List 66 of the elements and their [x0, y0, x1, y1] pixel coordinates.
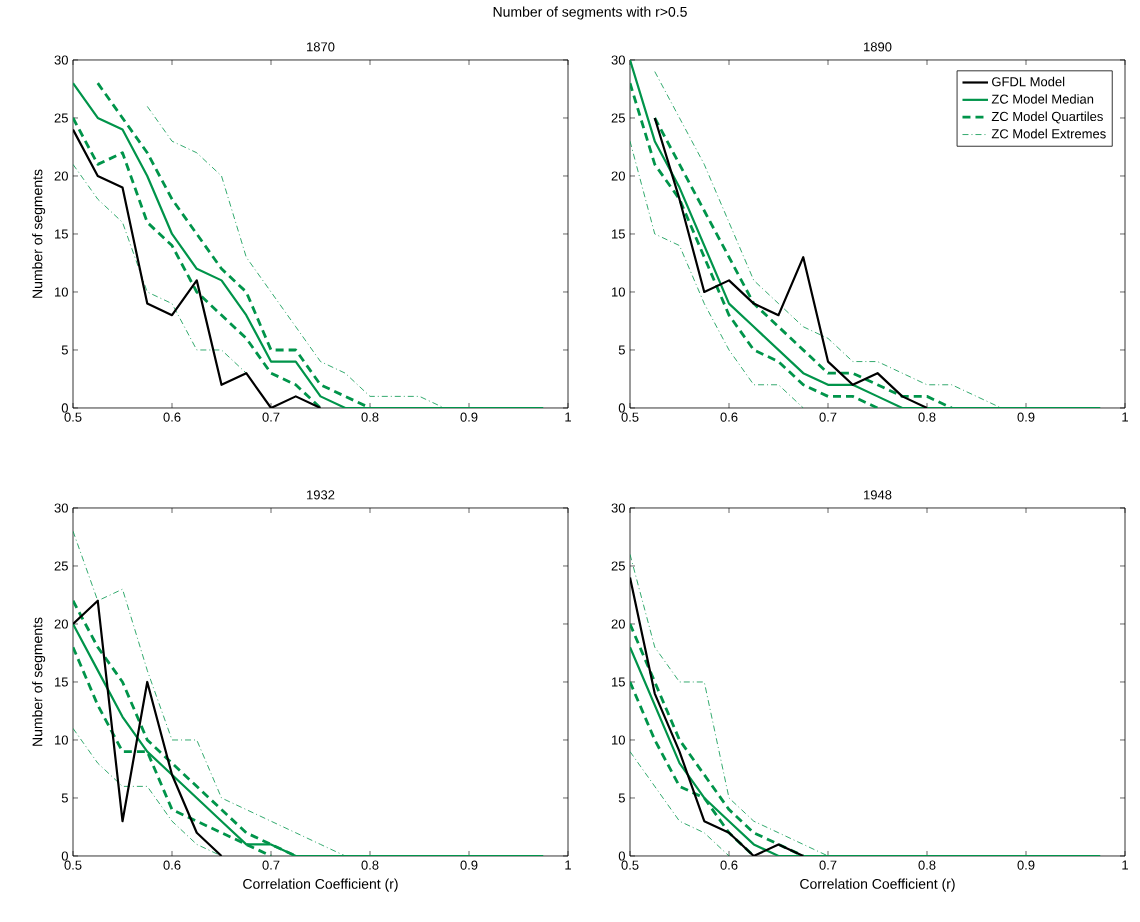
x-tick-label: 1: [1122, 412, 1128, 422]
y-tick-label: 30: [54, 55, 68, 65]
x-tick-label: 0.8: [361, 412, 379, 422]
x-tick-label: 0.6: [720, 860, 738, 870]
y-tick-label: 15: [55, 677, 68, 687]
y-tick-label: 15: [612, 677, 625, 687]
x-tick-label: 0.7: [819, 412, 837, 422]
chart-title: 1948: [864, 490, 892, 500]
x-tick-label: 0.6: [720, 412, 738, 422]
y-tick-label: 30: [54, 503, 68, 513]
text: Number of segments with r>0.5: [493, 6, 687, 20]
line-series: [630, 140, 804, 408]
x-tick-label: 1: [565, 412, 571, 422]
y-tick-label: 10: [55, 287, 68, 297]
y-tick-label: 15: [55, 229, 68, 239]
y-tick-label: 0: [61, 851, 68, 861]
x-tick-label: 1: [1122, 860, 1128, 870]
x-tick-label: 0.5: [64, 412, 82, 422]
legend-label: ZC Model Quartiles: [991, 111, 1103, 124]
y-axis-title: Number of segments: [32, 617, 46, 746]
y-tick-label: 5: [618, 793, 625, 803]
x-tick-label: 0.6: [163, 860, 181, 870]
y-tick-label: 0: [618, 851, 625, 861]
legend-label: ZC Model Median: [991, 94, 1094, 104]
x-tick-label: 0.5: [621, 860, 639, 870]
x-tick-label: 0.9: [460, 860, 478, 870]
y-tick-label: 30: [611, 503, 625, 513]
y-tick-label: 5: [61, 345, 68, 355]
x-tick-label: 0.7: [262, 412, 280, 422]
x-tick-label: 0.5: [64, 860, 82, 870]
x-tick-label: 0.8: [918, 860, 936, 870]
x-tick-label: 0.8: [918, 412, 936, 422]
x-tick-label: 1: [565, 860, 571, 870]
y-tick-label: 5: [618, 345, 625, 355]
x-axis-title: Correlation Coefficient (r): [800, 878, 955, 892]
y-tick-label: 15: [612, 229, 625, 239]
x-tick-label: 0.9: [460, 412, 478, 422]
y-tick-label: 30: [611, 55, 625, 65]
y-tick-label: 10: [55, 735, 68, 745]
y-tick-label: 5: [61, 793, 68, 803]
x-tick-label: 0.5: [621, 412, 639, 422]
y-tick-label: 25: [54, 561, 68, 571]
y-tick-label: 20: [611, 619, 625, 629]
x-axis-title: Correlation Coefficient (r): [243, 878, 398, 892]
y-tick-label: 10: [612, 735, 625, 745]
y-tick-label: 25: [54, 113, 68, 123]
y-tick-label: 10: [612, 287, 625, 297]
y-tick-label: 25: [611, 113, 625, 123]
x-tick-label: 0.7: [819, 860, 837, 870]
y-tick-label: 0: [61, 403, 68, 413]
x-tick-label: 0.7: [262, 860, 280, 870]
y-tick-label: 20: [54, 619, 68, 629]
x-tick-label: 0.8: [361, 860, 379, 870]
chart-title: 1890: [864, 42, 892, 52]
chart-title: 1870: [307, 42, 335, 52]
y-tick-label: 25: [611, 561, 625, 571]
y-tick-label: 0: [618, 403, 625, 413]
legend-label: GFDL Model: [992, 76, 1065, 87]
y-axis-title: Number of segments: [32, 169, 46, 298]
x-tick-label: 0.6: [163, 412, 181, 422]
legend-label: ZC Model Extremes: [991, 128, 1106, 139]
chart-title: 1932: [307, 490, 335, 500]
x-tick-label: 0.9: [1017, 860, 1035, 870]
y-tick-label: 20: [54, 171, 68, 181]
y-tick-label: 20: [611, 171, 625, 181]
x-tick-label: 0.9: [1017, 412, 1035, 422]
